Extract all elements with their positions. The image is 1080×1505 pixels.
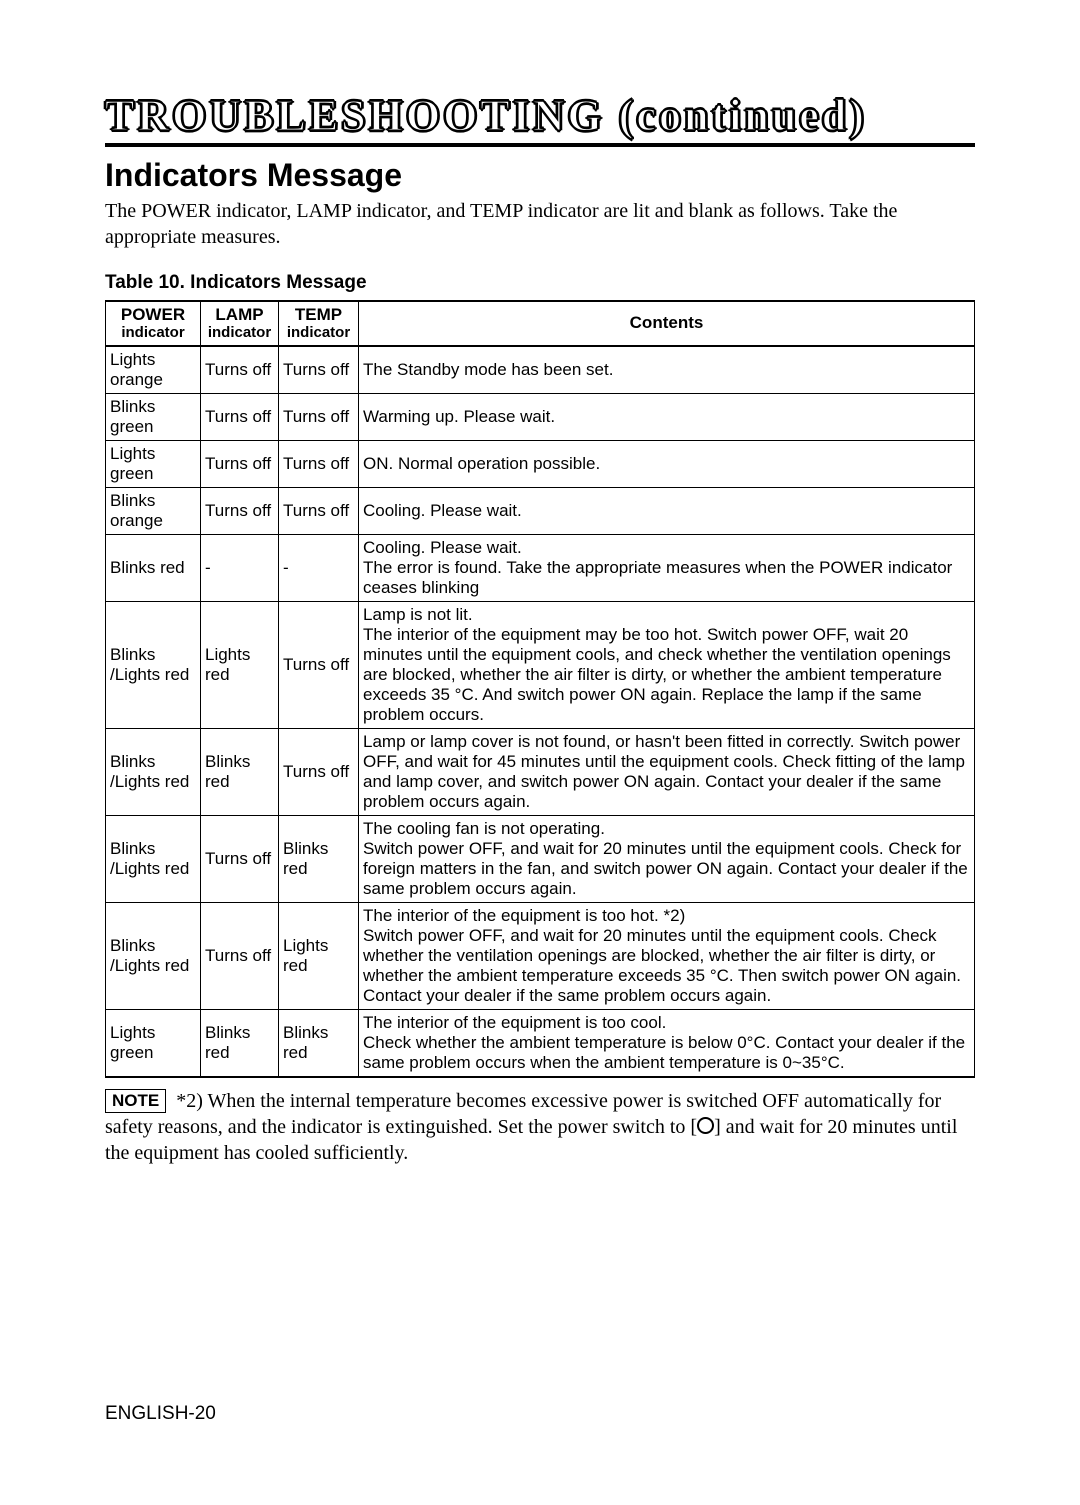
table-row: Blinks red--Cooling. Please wait. The er… <box>106 535 975 602</box>
col-power-header: POWER indicator <box>106 301 201 346</box>
cell-temp: Turns off <box>279 441 359 488</box>
col-temp-sub: indicator <box>281 325 356 342</box>
table-row: Lights greenBlinks redBlinks redThe inte… <box>106 1010 975 1078</box>
cell-lamp: Turns off <box>201 441 279 488</box>
col-power-top: POWER <box>121 305 185 324</box>
cell-temp: Blinks red <box>279 1010 359 1078</box>
cell-power: Blinks red <box>106 535 201 602</box>
cell-lamp: Lights red <box>201 602 279 729</box>
indicators-table: POWER indicator LAMP indicator TEMP indi… <box>105 300 975 1078</box>
table-header-row: POWER indicator LAMP indicator TEMP indi… <box>106 301 975 346</box>
table-row: Lights greenTurns offTurns offON. Normal… <box>106 441 975 488</box>
cell-contents: Cooling. Please wait. <box>359 488 975 535</box>
cell-power: Blinks orange <box>106 488 201 535</box>
col-temp-header: TEMP indicator <box>279 301 359 346</box>
note-label: NOTE <box>105 1089 166 1113</box>
circle-icon <box>697 1117 714 1134</box>
cell-temp: Lights red <box>279 903 359 1010</box>
cell-lamp: Turns off <box>201 394 279 441</box>
cell-contents: Lamp is not lit. The interior of the equ… <box>359 602 975 729</box>
cell-lamp: Blinks red <box>201 1010 279 1078</box>
cell-temp: Turns off <box>279 602 359 729</box>
cell-lamp: Turns off <box>201 903 279 1010</box>
cell-lamp: Blinks red <box>201 729 279 816</box>
cell-lamp: Turns off <box>201 488 279 535</box>
cell-temp: Blinks red <box>279 816 359 903</box>
cell-lamp: Turns off <box>201 346 279 394</box>
cell-power: Blinks /Lights red <box>106 816 201 903</box>
cell-power: Lights green <box>106 441 201 488</box>
table-row: Blinks /Lights redTurns offBlinks redThe… <box>106 816 975 903</box>
cell-contents: The Standby mode has been set. <box>359 346 975 394</box>
cell-lamp: - <box>201 535 279 602</box>
page-title: TROUBLESHOOTING (continued) <box>105 90 975 147</box>
cell-temp: Turns off <box>279 394 359 441</box>
col-contents-header: Contents <box>359 301 975 346</box>
cell-power: Blinks green <box>106 394 201 441</box>
cell-power: Blinks /Lights red <box>106 602 201 729</box>
cell-power: Lights green <box>106 1010 201 1078</box>
cell-power: Lights orange <box>106 346 201 394</box>
cell-contents: Cooling. Please wait. The error is found… <box>359 535 975 602</box>
page: TROUBLESHOOTING (continued) Indicators M… <box>0 0 1080 1505</box>
table-caption: Table 10. Indicators Message <box>105 272 975 294</box>
table-row: Blinks greenTurns offTurns offWarming up… <box>106 394 975 441</box>
col-power-sub: indicator <box>108 325 198 342</box>
table-body: Lights orangeTurns offTurns offThe Stand… <box>106 346 975 1077</box>
table-row: Blinks orangeTurns offTurns offCooling. … <box>106 488 975 535</box>
cell-temp: Turns off <box>279 729 359 816</box>
cell-contents: The cooling fan is not operating. Switch… <box>359 816 975 903</box>
col-lamp-top: LAMP <box>215 305 263 324</box>
table-row: Blinks /Lights redTurns offLights redThe… <box>106 903 975 1010</box>
cell-contents: ON. Normal operation possible. <box>359 441 975 488</box>
col-lamp-header: LAMP indicator <box>201 301 279 346</box>
cell-contents: Warming up. Please wait. <box>359 394 975 441</box>
cell-contents: The interior of the equipment is too hot… <box>359 903 975 1010</box>
table-row: Blinks /Lights redBlinks redTurns offLam… <box>106 729 975 816</box>
cell-contents: Lamp or lamp cover is not found, or hasn… <box>359 729 975 816</box>
cell-temp: Turns off <box>279 346 359 394</box>
col-lamp-sub: indicator <box>203 325 276 342</box>
table-row: Lights orangeTurns offTurns offThe Stand… <box>106 346 975 394</box>
table-row: Blinks /Lights redLights redTurns offLam… <box>106 602 975 729</box>
cell-temp: Turns off <box>279 488 359 535</box>
page-footer: ENGLISH-20 <box>105 1403 216 1425</box>
cell-contents: The interior of the equipment is too coo… <box>359 1010 975 1078</box>
note-paragraph: NOTE *2) When the internal temperature b… <box>105 1088 975 1166</box>
cell-power: Blinks /Lights red <box>106 903 201 1010</box>
col-temp-top: TEMP <box>295 305 342 324</box>
cell-lamp: Turns off <box>201 816 279 903</box>
section-heading: Indicators Message <box>105 157 975 194</box>
intro-text: The POWER indicator, LAMP indicator, and… <box>105 198 975 250</box>
cell-power: Blinks /Lights red <box>106 729 201 816</box>
cell-temp: - <box>279 535 359 602</box>
